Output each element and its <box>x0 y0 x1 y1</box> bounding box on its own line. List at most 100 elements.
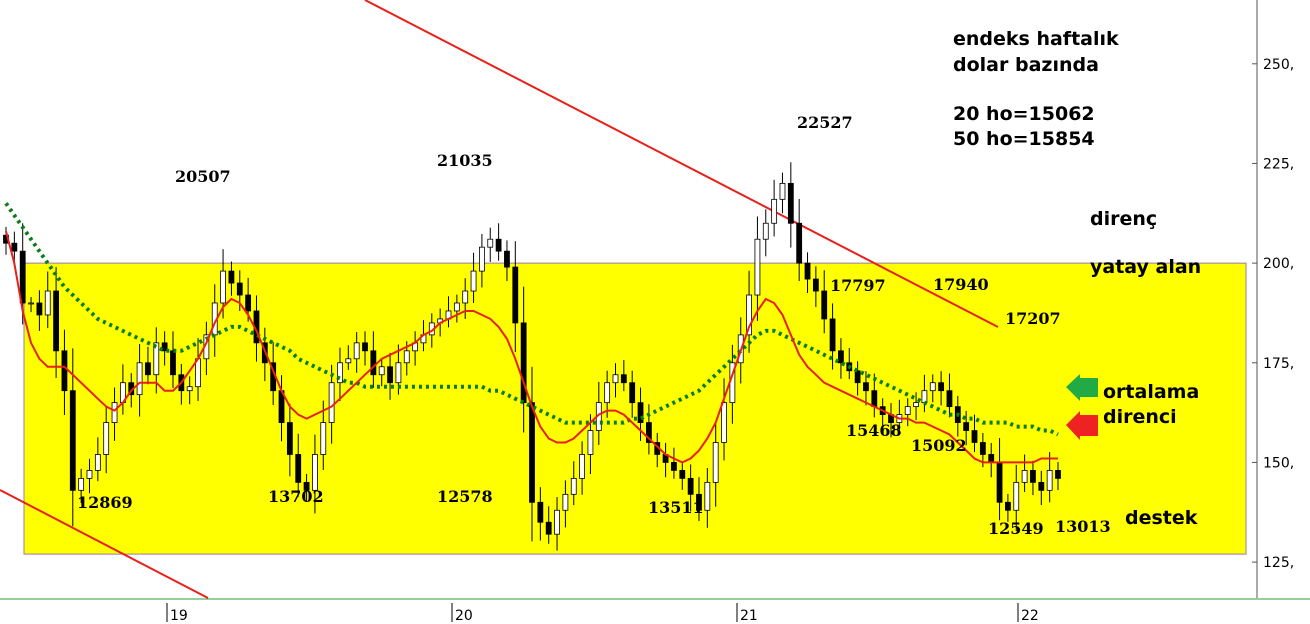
price-label: 15092 <box>911 436 967 455</box>
candle-body <box>929 382 936 392</box>
candle-body <box>395 362 402 384</box>
candle-body <box>111 402 118 423</box>
candle-body <box>228 270 235 284</box>
candle <box>779 172 786 214</box>
candle-body <box>479 246 485 272</box>
candle <box>111 387 118 441</box>
price-label: 12578 <box>437 487 493 506</box>
candle-body <box>353 342 360 360</box>
average-resistance-callout: ortalama direnci <box>1066 374 1199 440</box>
candle <box>545 506 552 544</box>
price-label: 17940 <box>933 275 989 294</box>
candle <box>687 464 694 512</box>
candle-body <box>863 382 869 392</box>
upper-trendline <box>364 0 999 328</box>
price-label: 13702 <box>268 487 324 506</box>
candle-body <box>387 366 393 384</box>
red-arrow-icon <box>1066 411 1098 440</box>
candle-body <box>61 350 68 392</box>
candle <box>512 241 519 353</box>
candle <box>712 421 719 507</box>
candle-body <box>462 290 469 304</box>
candle <box>637 387 644 441</box>
candle-body <box>69 390 76 491</box>
candle-body <box>537 501 544 523</box>
y-tick-label: 225, <box>1263 156 1294 172</box>
y-tick-label: 200, <box>1263 256 1294 272</box>
chart-subtitle: dolar bazında <box>953 54 1099 76</box>
candle-body <box>504 250 510 268</box>
candle-body <box>1046 470 1053 491</box>
candle <box>721 378 727 461</box>
candle <box>286 403 293 477</box>
candle <box>946 373 953 418</box>
candle <box>86 458 93 494</box>
candle-body <box>787 182 794 224</box>
candle-body <box>554 509 560 535</box>
candle-body <box>938 382 945 392</box>
candle-body <box>28 302 34 305</box>
chart-title: endeks haftalık <box>953 28 1119 50</box>
candle <box>821 270 828 334</box>
candle <box>161 331 168 366</box>
candle <box>829 303 836 370</box>
candle-body <box>345 358 352 364</box>
x-tick-label: 21 <box>740 608 758 624</box>
candle-body <box>796 222 803 264</box>
candle <box>1038 470 1045 506</box>
candle <box>537 487 544 541</box>
candle <box>1055 462 1061 490</box>
price-label: 20507 <box>175 167 231 186</box>
price-label: 17797 <box>830 276 886 295</box>
candle <box>453 294 460 323</box>
candle-body <box>453 302 460 312</box>
ma50-note: 50 ho=15854 <box>953 128 1095 150</box>
candle <box>696 477 702 522</box>
price-label: 15468 <box>846 421 902 440</box>
candle-body <box>579 454 585 479</box>
candle-body <box>19 250 26 304</box>
candle-body <box>470 270 477 292</box>
candle <box>28 297 34 313</box>
candle <box>671 447 677 479</box>
candle-body <box>403 350 410 364</box>
candle <box>913 392 919 421</box>
candle-body <box>913 402 919 408</box>
candle-body <box>245 294 252 312</box>
candle-body <box>696 493 702 511</box>
candle <box>562 480 569 528</box>
candle-body <box>829 318 836 352</box>
trendlines <box>0 0 999 599</box>
candle-body <box>186 386 193 392</box>
resistance-label: direnç <box>1090 208 1157 230</box>
price-label: 17207 <box>1005 309 1061 328</box>
candle <box>44 271 51 329</box>
candle <box>1046 452 1053 503</box>
candle-body <box>671 462 677 471</box>
candle-body <box>136 362 143 396</box>
candle <box>78 468 85 504</box>
candle-body <box>620 374 627 384</box>
candle <box>145 346 151 385</box>
candle <box>520 286 527 433</box>
y-tick-label: 250, <box>1263 57 1294 73</box>
candle-body <box>36 302 43 316</box>
candle <box>1013 464 1020 532</box>
candle-body <box>103 422 110 455</box>
candle <box>303 473 310 502</box>
candle-body <box>312 454 318 491</box>
candle <box>61 329 68 416</box>
candle-body <box>170 350 176 376</box>
candle-body <box>86 470 93 479</box>
candle <box>620 359 627 392</box>
ma20-line <box>5 230 1058 464</box>
candle-body <box>145 362 151 376</box>
horizontal-zone <box>23 262 1247 555</box>
candle-body <box>645 422 652 443</box>
price-label: 13511 <box>648 498 704 517</box>
candle-body <box>746 294 752 336</box>
candle-body <box>712 442 719 483</box>
candle-body <box>53 290 59 352</box>
ma20-note: 20 ho=15062 <box>953 103 1095 125</box>
